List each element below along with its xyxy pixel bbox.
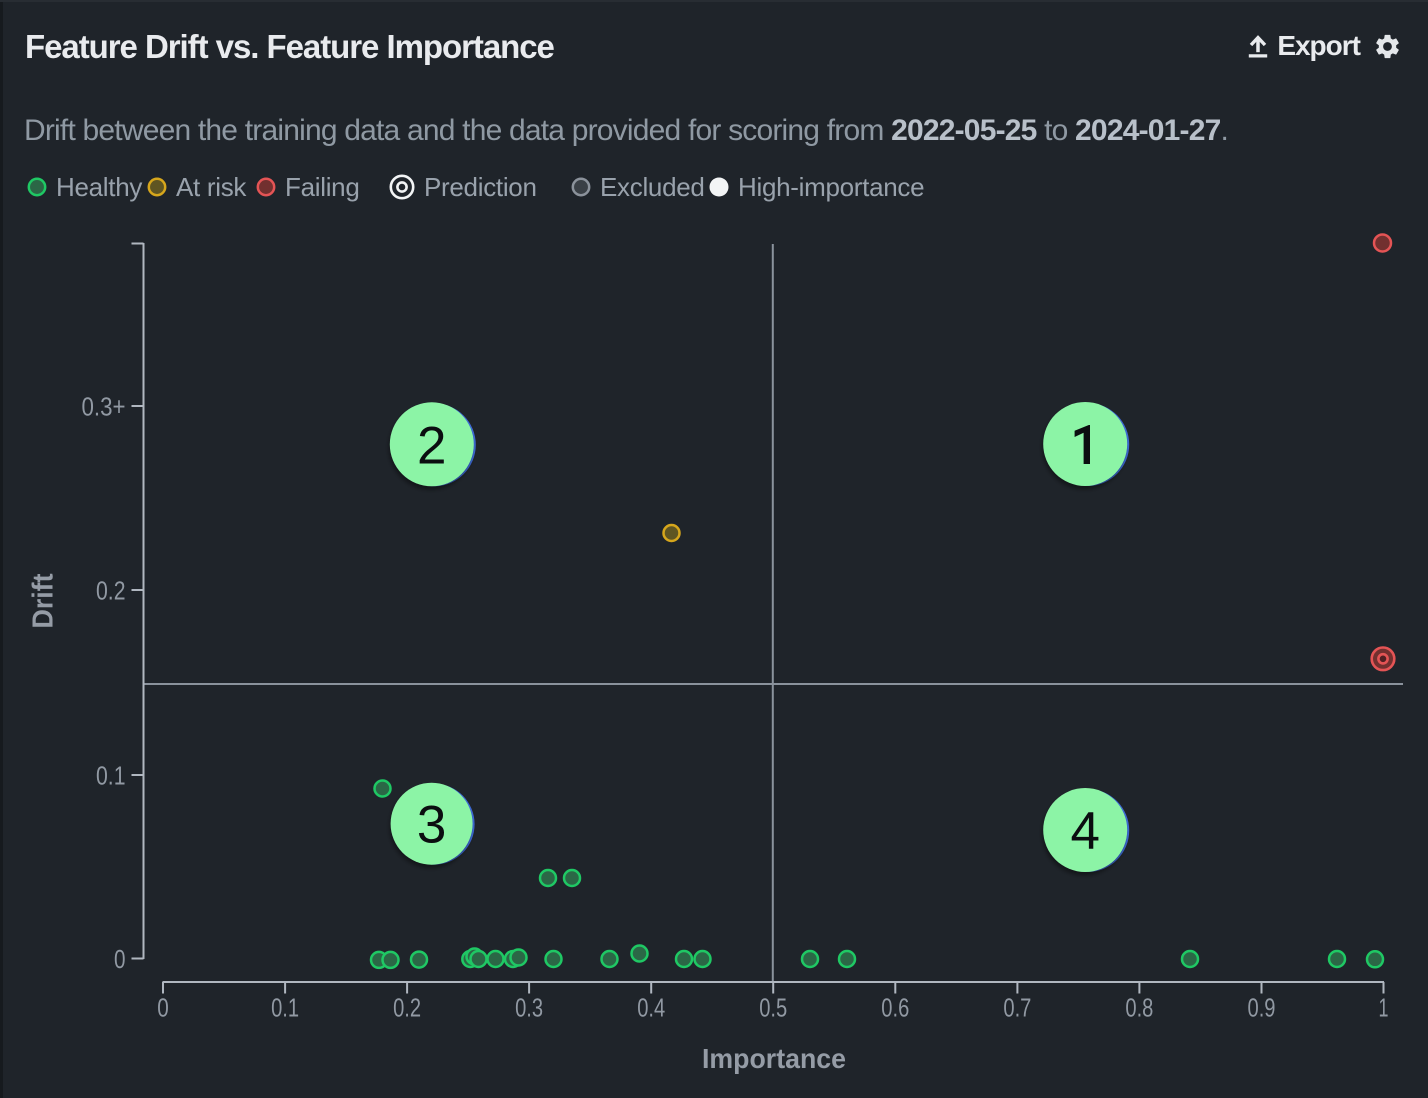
svg-text:0.3+: 0.3+ [82,392,126,422]
svg-text:2: 2 [417,416,446,475]
svg-text:4: 4 [1070,802,1099,861]
svg-text:1: 1 [1379,993,1389,1023]
svg-text:0.2: 0.2 [393,993,421,1023]
svg-text:0.7: 0.7 [1003,993,1031,1023]
svg-text:0.8: 0.8 [1125,993,1153,1023]
svg-text:0: 0 [157,993,169,1023]
svg-text:0.3: 0.3 [515,993,543,1023]
svg-text:0.4: 0.4 [637,993,665,1023]
svg-text:0.1: 0.1 [271,993,299,1023]
svg-text:0.5: 0.5 [759,993,787,1023]
svg-text:Importance: Importance [702,1043,846,1074]
svg-text:0.1: 0.1 [96,761,126,791]
svg-text:0.6: 0.6 [881,993,909,1023]
svg-text:3: 3 [417,796,446,855]
svg-text:0.2: 0.2 [96,576,126,606]
svg-text:0.9: 0.9 [1248,993,1276,1023]
svg-text:Drift: Drift [28,573,60,628]
svg-text:0: 0 [114,944,126,974]
